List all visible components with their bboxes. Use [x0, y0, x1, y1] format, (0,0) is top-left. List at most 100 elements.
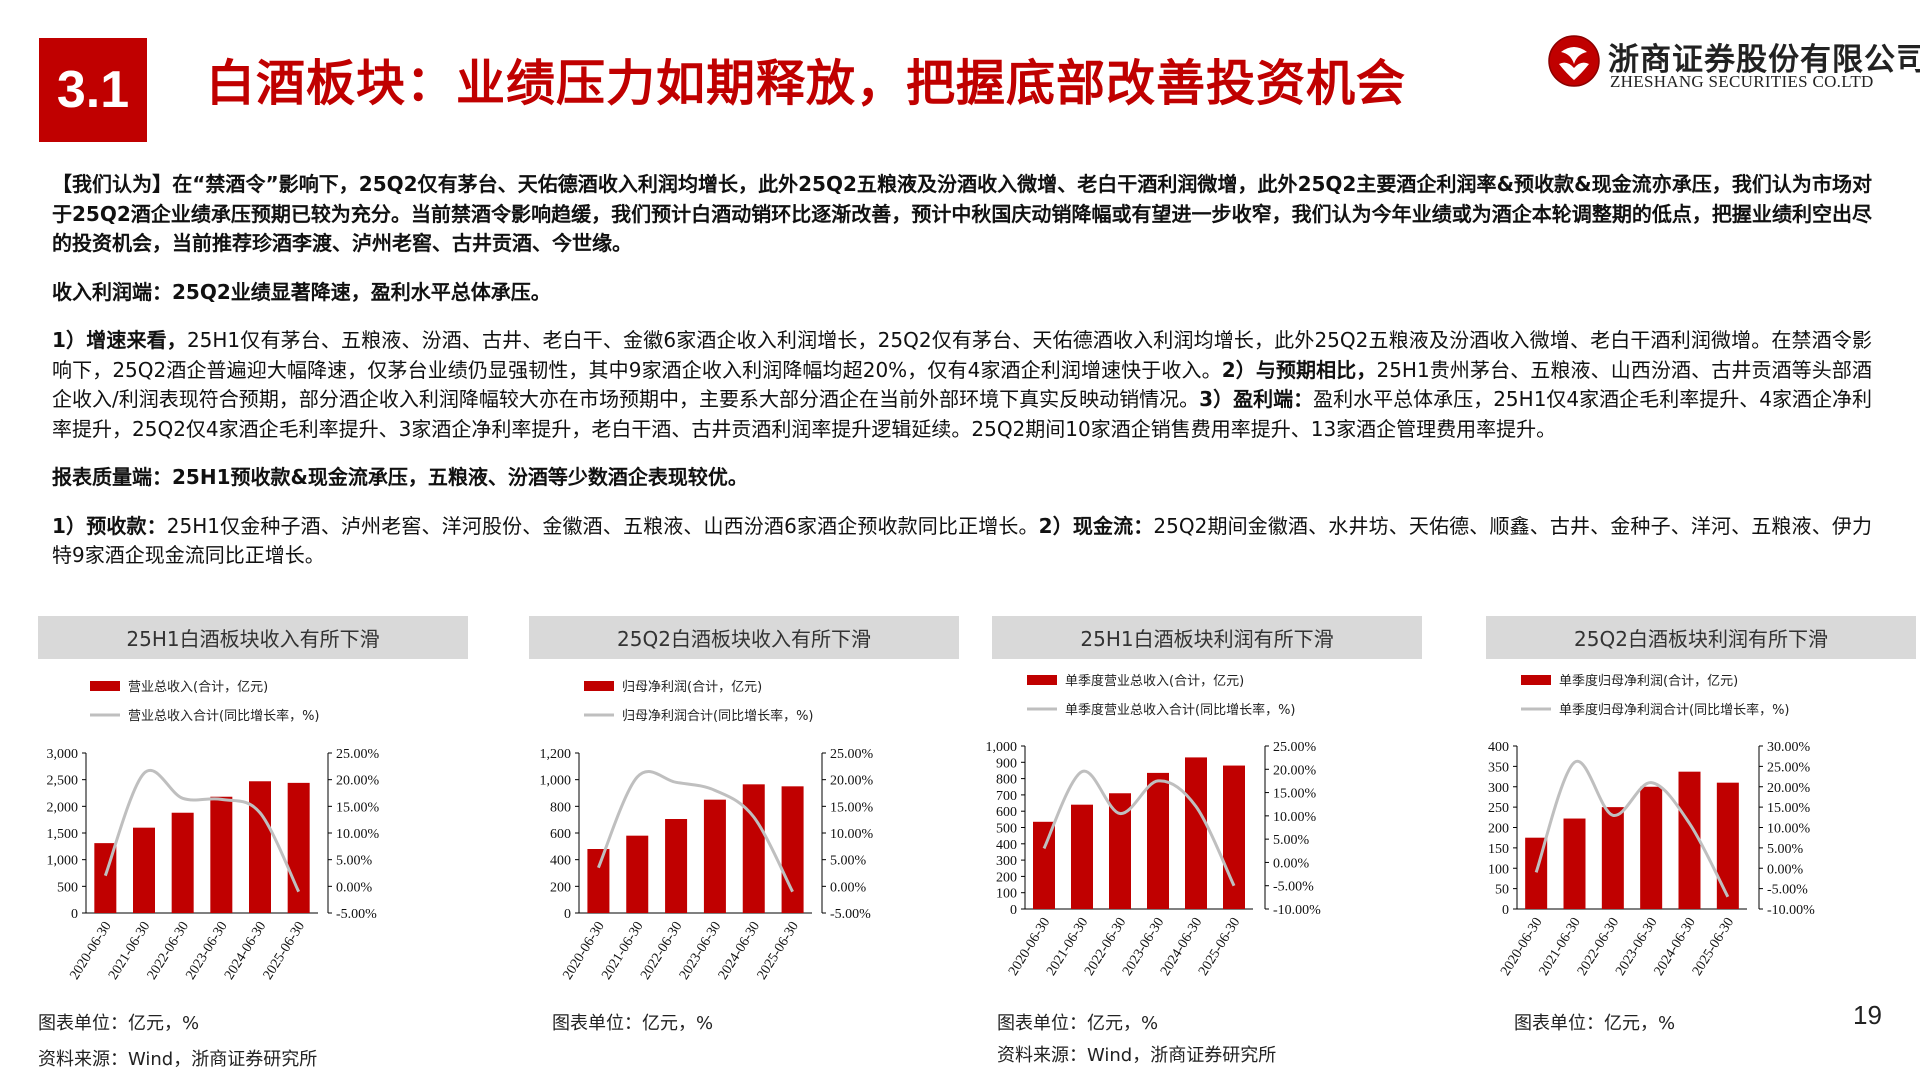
left-tick-label: 0: [564, 907, 571, 922]
legend-line-label: 营业总收入合计(同比增长率，%): [128, 708, 320, 724]
right-tick-label: 0.00%: [1273, 856, 1310, 871]
bar-2023-06-30: [1147, 772, 1169, 909]
bar-2025-06-30: [781, 786, 804, 913]
bar-2024-06-30: [742, 784, 765, 913]
right-tick-label: 20.00%: [830, 774, 874, 789]
left-tick-label: 400: [1488, 740, 1509, 755]
left-tick-label: 2,000: [47, 800, 79, 815]
bar-2025-06-30: [1716, 782, 1739, 909]
left-tick-label: 1,200: [540, 747, 572, 762]
left-tick-label: 200: [550, 880, 571, 895]
view-text-c: 当前禁酒令影响趋缓，我们预计白酒动销环比逐渐改善，预计中秋国庆动销降幅或有望进一…: [52, 201, 1873, 256]
left-tick-label: 100: [1488, 862, 1509, 877]
company-logo-icon: [1548, 35, 1600, 87]
chart-title: 25H1白酒板块收入有所下滑: [38, 616, 468, 659]
left-tick-label: 150: [1488, 842, 1509, 857]
chart-plot: 营业总收入(合计，亿元) 营业总收入合计(同比增长率，%) 0 500 1,000 1,5…: [47, 680, 380, 983]
left-tick-label: 1,500: [47, 827, 79, 842]
legend-bar-label: 单季度营业总收入(合计，亿元): [1065, 673, 1244, 689]
bar-2021-06-30: [1071, 804, 1093, 909]
right-tick-label: 25.00%: [1273, 740, 1317, 755]
left-tick-label: 1,000: [986, 740, 1018, 755]
chart-plot: 单季度归母净利润(合计，亿元) 单季度归母净利润合计(同比增长率，%) 0 50 100…: [1488, 673, 1815, 979]
chart-title: 25Q2白酒板块收入有所下滑: [529, 616, 959, 659]
chart-title: 25Q2白酒板块利润有所下滑: [1486, 616, 1916, 659]
view-lead: 【我们认为】: [52, 172, 173, 196]
cashflow-lead: 2）现金流：: [1038, 513, 1154, 538]
bar-2021-06-30: [1563, 818, 1586, 909]
view-text-b: 我们认为市场对于25Q2酒企业绩承压预期已较为充分。: [52, 172, 1873, 226]
right-tick-label: 0.00%: [336, 880, 373, 895]
left-tick-label: 800: [996, 773, 1017, 788]
left-tick-label: 2,500: [47, 774, 79, 789]
right-tick-label: 0.00%: [830, 880, 867, 895]
paragraph-view: 【我们认为】在“禁酒令”影响下，25Q2仅有茅台、天佑德酒收入利润均增长，此外2…: [52, 170, 1872, 259]
right-tick-label: 20.00%: [336, 774, 380, 789]
right-tick-label: -5.00%: [1767, 883, 1808, 898]
right-tick-label: 5.00%: [830, 854, 867, 869]
bar-2020-06-30: [1033, 821, 1055, 909]
left-tick-label: 200: [996, 870, 1017, 885]
growth-rate-line: [1042, 769, 1236, 887]
growth-rate-line: [597, 770, 794, 893]
bar-2023-06-30: [1640, 786, 1663, 909]
right-tick-label: 0.00%: [1767, 862, 1804, 877]
bar-2022-06-30: [1109, 793, 1131, 909]
left-tick-label: 700: [996, 789, 1017, 804]
legend-bar-swatch: [1027, 675, 1057, 685]
right-tick-label: 10.00%: [336, 827, 380, 842]
right-tick-label: 25.00%: [1767, 760, 1811, 775]
bar-2025-06-30: [1223, 765, 1245, 909]
left-tick-label: 800: [550, 800, 571, 815]
heading-revenue-profit: 收入利润端：25Q2业绩显著降速，盈利水平总体承压。: [52, 279, 551, 304]
advance-receipts-lead: 1）预收款：: [52, 513, 167, 538]
right-tick-label: 15.00%: [336, 800, 380, 815]
left-tick-label: 0: [71, 907, 78, 922]
right-tick-label: 20.00%: [1767, 781, 1811, 796]
expectation-lead: 2）与预期相比，: [1221, 357, 1377, 382]
left-tick-label: 600: [550, 827, 571, 842]
left-tick-label: 0: [1502, 903, 1509, 918]
page-title: 白酒板块：业绩压力如期释放，把握底部改善投资机会: [206, 55, 1407, 112]
bar-2022-06-30: [665, 819, 688, 913]
body-text: 【我们认为】在“禁酒令”影响下，25Q2仅有茅台、天佑德酒收入利润均增长，此外2…: [52, 170, 1872, 590]
company-name-en: ZHESHANG SECURITIES CO.LTD: [1610, 72, 1874, 91]
bar-2021-06-30: [626, 835, 649, 913]
legend-bar-label: 单季度归母净利润(合计，亿元): [1559, 673, 1738, 689]
legend-line-label: 单季度营业总收入合计(同比增长率，%): [1065, 702, 1296, 718]
cashflow-text: 25Q2期间金徽酒、水井坊、天佑德、顺鑫、古井、金种子、洋河、五粮液、伊力特9家…: [52, 513, 1872, 568]
right-tick-label: 25.00%: [830, 747, 874, 762]
right-tick-label: -10.00%: [1767, 903, 1815, 918]
legend-line-label: 单季度归母净利润合计(同比增长率，%): [1559, 702, 1790, 718]
bar-2022-06-30: [1601, 807, 1624, 909]
left-tick-label: 50: [1495, 883, 1509, 898]
left-tick-label: 300: [1488, 781, 1509, 796]
left-tick-label: 500: [996, 822, 1017, 837]
left-tick-label: 400: [550, 854, 571, 869]
legend-line-label: 归母净利润合计(同比增长率，%): [622, 708, 814, 724]
chart-unit-note: 图表单位：亿元，%: [1514, 1013, 1676, 1034]
right-tick-label: 5.00%: [1767, 842, 1804, 857]
chart-panel-4: 25Q2白酒板块利润有所下滑 单季度归母净利润(合计，亿元) 单季度归母净利润合计…: [1469, 616, 1920, 1076]
paragraph-report-quality: 1）预收款：25H1仅金种子酒、泸州老窖、洋河股份、金徽酒、五粮液、山西汾酒6家…: [52, 512, 1872, 571]
left-tick-label: 350: [1488, 760, 1509, 775]
chart-panel-2: 25Q2白酒板块收入有所下滑 归母净利润(合计，亿元) 归母净利润合计(同比增长率…: [512, 616, 972, 1076]
right-tick-label: 30.00%: [1767, 740, 1811, 755]
bar-2021-06-30: [133, 827, 155, 913]
section-number-badge: 3.1: [39, 38, 147, 142]
right-tick-label: 5.00%: [336, 854, 373, 869]
left-tick-label: 1,000: [47, 854, 79, 869]
bar-2025-06-30: [287, 782, 310, 913]
growth-lead: 1）增速来看，: [52, 328, 187, 352]
right-tick-label: 15.00%: [1767, 801, 1811, 816]
left-tick-label: 3,000: [47, 747, 79, 762]
company-name-cn: 浙商证券股份有限公司: [1608, 42, 1920, 78]
chart-source-note: 资料来源：Wind，浙商证券研究所: [38, 1049, 318, 1070]
bar-2023-06-30: [210, 796, 233, 913]
bar-2022-06-30: [171, 812, 194, 913]
chart-plot: 归母净利润(合计，亿元) 归母净利润合计(同比增长率，%) 0 200 400 600 80…: [540, 680, 874, 983]
bar-2020-06-30: [587, 849, 610, 913]
growth-text: 25H1仅有茅台、五粮液、汾酒、古井、老白干、金徽6家酒企收入利润增长，25Q2…: [52, 328, 1872, 382]
